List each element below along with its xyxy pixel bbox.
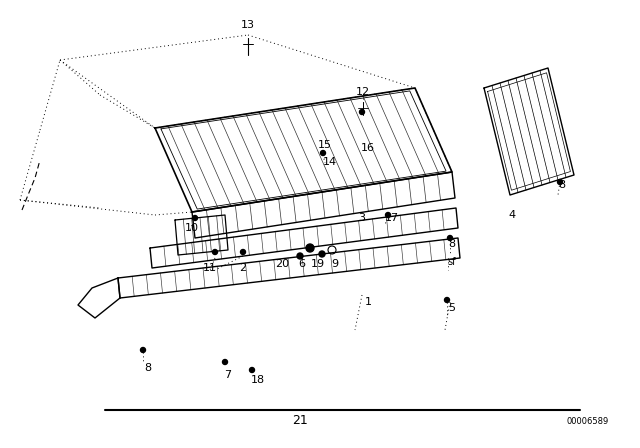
- Circle shape: [321, 151, 326, 155]
- Text: 00006589: 00006589: [567, 418, 609, 426]
- Circle shape: [557, 180, 563, 185]
- Text: 20: 20: [275, 259, 289, 269]
- Circle shape: [250, 367, 255, 372]
- Text: 3: 3: [358, 213, 365, 223]
- Text: 7: 7: [225, 370, 232, 380]
- Text: 8: 8: [145, 363, 152, 373]
- Circle shape: [319, 251, 325, 257]
- Text: 17: 17: [385, 213, 399, 223]
- Circle shape: [360, 109, 365, 115]
- Text: 18: 18: [251, 375, 265, 385]
- Circle shape: [306, 244, 314, 252]
- Circle shape: [385, 212, 390, 217]
- Circle shape: [223, 359, 227, 365]
- Text: 9: 9: [332, 259, 339, 269]
- Text: 2: 2: [239, 263, 246, 273]
- Text: 5: 5: [449, 303, 456, 313]
- Text: 11: 11: [203, 263, 217, 273]
- Circle shape: [212, 250, 218, 254]
- Text: 16: 16: [361, 143, 375, 153]
- Text: 8: 8: [559, 180, 566, 190]
- Text: 6: 6: [298, 259, 305, 269]
- Text: 1: 1: [365, 297, 371, 307]
- Circle shape: [297, 253, 303, 259]
- Text: 14: 14: [323, 157, 337, 167]
- Text: 8: 8: [449, 239, 456, 249]
- Text: 15: 15: [318, 140, 332, 150]
- Circle shape: [445, 297, 449, 302]
- Circle shape: [447, 236, 452, 241]
- Text: 4: 4: [508, 210, 516, 220]
- Text: 12: 12: [356, 87, 370, 97]
- Text: 19: 19: [311, 259, 325, 269]
- Text: 21: 21: [292, 414, 308, 426]
- Circle shape: [241, 250, 246, 254]
- Circle shape: [193, 215, 198, 220]
- Text: 13: 13: [241, 20, 255, 30]
- Text: 10: 10: [185, 223, 199, 233]
- Text: sf: sf: [448, 257, 456, 267]
- Circle shape: [141, 348, 145, 353]
